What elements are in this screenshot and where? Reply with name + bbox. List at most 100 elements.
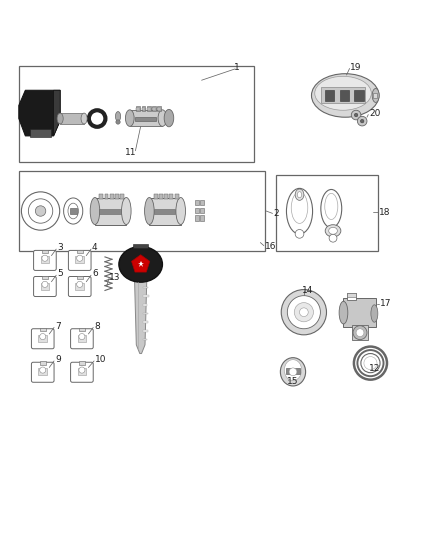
Bar (152, 106, 156, 111)
Ellipse shape (325, 193, 338, 220)
Circle shape (79, 334, 85, 340)
Circle shape (287, 296, 321, 329)
Ellipse shape (372, 88, 379, 102)
Ellipse shape (116, 111, 120, 121)
Ellipse shape (81, 113, 87, 124)
Bar (354, 90, 364, 101)
Bar (133, 244, 148, 248)
Circle shape (281, 289, 326, 335)
Bar (41, 282, 49, 289)
Bar (149, 198, 181, 224)
FancyBboxPatch shape (32, 362, 54, 382)
FancyBboxPatch shape (71, 362, 93, 382)
Ellipse shape (289, 368, 297, 376)
Circle shape (357, 116, 367, 126)
Bar (141, 108, 145, 110)
Bar (346, 294, 356, 297)
FancyBboxPatch shape (34, 277, 56, 296)
Bar (195, 215, 199, 221)
Text: 18: 18 (379, 207, 391, 216)
Bar (105, 194, 109, 199)
Bar (175, 194, 179, 199)
Bar (40, 361, 46, 365)
Circle shape (79, 367, 85, 373)
Bar (99, 209, 121, 214)
Bar (95, 198, 126, 224)
Bar (200, 200, 204, 205)
Bar (154, 209, 176, 214)
Circle shape (77, 255, 83, 261)
Bar (321, 87, 365, 103)
Text: 7: 7 (55, 321, 61, 330)
Bar (159, 194, 163, 199)
Bar (157, 106, 161, 111)
Bar (30, 129, 51, 137)
Bar (115, 194, 119, 199)
Ellipse shape (116, 120, 120, 124)
Bar (19, 171, 265, 251)
Bar (136, 106, 140, 111)
Bar (42, 276, 48, 279)
Text: 19: 19 (350, 63, 361, 71)
Bar (75, 256, 84, 263)
Circle shape (295, 230, 304, 238)
Bar (40, 328, 46, 332)
Bar (60, 113, 84, 124)
FancyBboxPatch shape (34, 251, 56, 270)
Bar (19, 66, 254, 162)
Ellipse shape (64, 198, 83, 224)
Ellipse shape (145, 198, 154, 224)
Ellipse shape (339, 301, 348, 324)
Bar (78, 335, 86, 342)
Bar (42, 249, 48, 253)
Bar (75, 282, 84, 289)
Ellipse shape (291, 192, 308, 223)
Bar (143, 295, 149, 297)
Bar (141, 106, 145, 111)
Ellipse shape (295, 189, 304, 200)
Bar (77, 276, 83, 279)
Circle shape (40, 334, 46, 340)
Ellipse shape (284, 360, 302, 381)
Ellipse shape (119, 246, 162, 282)
Bar (99, 194, 103, 199)
Bar (200, 215, 204, 221)
Bar (39, 335, 47, 342)
Text: 14: 14 (302, 286, 313, 295)
Ellipse shape (325, 225, 341, 237)
Text: 16: 16 (265, 243, 276, 252)
FancyBboxPatch shape (68, 251, 91, 270)
Bar (136, 108, 140, 110)
Bar (164, 194, 168, 199)
Text: 20: 20 (369, 109, 381, 118)
Ellipse shape (280, 358, 306, 386)
Polygon shape (53, 90, 60, 136)
Bar (147, 108, 151, 110)
Bar (195, 200, 199, 205)
Bar (170, 194, 173, 199)
Bar (143, 321, 148, 323)
Circle shape (42, 255, 48, 261)
Bar (77, 249, 83, 253)
Bar (276, 175, 378, 251)
Bar (110, 194, 114, 199)
Bar (120, 194, 124, 199)
Text: 9: 9 (55, 355, 61, 364)
Bar (143, 339, 147, 341)
Ellipse shape (68, 203, 78, 219)
Circle shape (364, 357, 377, 370)
Bar (135, 117, 156, 121)
Circle shape (35, 206, 46, 216)
Ellipse shape (164, 109, 174, 127)
Circle shape (21, 192, 60, 230)
Polygon shape (131, 255, 150, 272)
Bar (78, 368, 86, 375)
Text: 17: 17 (380, 299, 392, 308)
Bar (157, 108, 161, 110)
Ellipse shape (125, 110, 134, 126)
Circle shape (77, 281, 83, 287)
Circle shape (351, 110, 361, 120)
Ellipse shape (321, 189, 342, 228)
Ellipse shape (371, 305, 378, 322)
Polygon shape (134, 281, 147, 353)
